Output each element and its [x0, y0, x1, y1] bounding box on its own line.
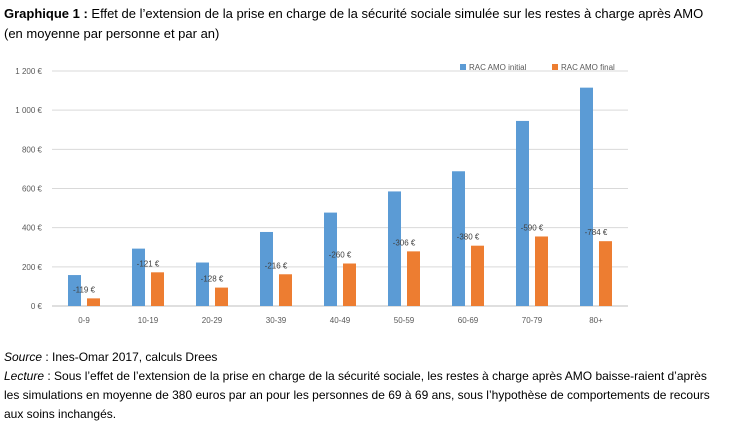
gridlines — [52, 70, 628, 307]
data-label: -216 € — [265, 261, 288, 270]
x-tick-label: 70-79 — [522, 316, 543, 325]
bar-rac-final — [599, 241, 612, 306]
bars — [68, 87, 612, 306]
bar-rac-initial — [132, 248, 145, 306]
legend-swatch-initial — [460, 64, 466, 70]
y-tick-label: 600 € — [22, 185, 43, 194]
data-label: -121 € — [137, 259, 160, 268]
data-labels: -119 € -121 € -128 € -216 € -260 € -306 € -380… — [73, 223, 608, 294]
data-label: -784 € — [585, 228, 608, 237]
source-text: : Ines-Omar 2017, calculs Drees — [42, 350, 218, 364]
bar-rac-final — [279, 274, 292, 306]
legend-label-initial: RAC AMO initial — [469, 63, 527, 72]
x-tick-label: 80+ — [589, 316, 603, 325]
bar-rac-initial — [260, 231, 273, 306]
y-tick-label: 1 000 € — [15, 106, 42, 115]
bar-chart: 0 € 200 € 400 € 600 € 800 € 1 000 € 1 200 € -1… — [15, 63, 628, 325]
chart-title: Graphique 1 : Effet de l’extension de la… — [4, 4, 724, 44]
source-line: Source : Ines-Omar 2017, calculs Drees — [4, 348, 724, 367]
x-tick-label: 0-9 — [78, 316, 90, 325]
x-tick-label: 20-29 — [202, 316, 223, 325]
bar-rac-final — [407, 251, 420, 306]
x-tick-label: 60-69 — [458, 316, 479, 325]
lecture-line: Lecture : Sous l’effet de l’extension de… — [4, 367, 724, 424]
data-label: -128 € — [201, 275, 224, 284]
chart-title-prefix: Graphique 1 : — [4, 6, 88, 21]
data-label: -590 € — [521, 223, 544, 232]
source-label: Source — [4, 350, 43, 364]
bar-rac-initial — [68, 275, 81, 306]
x-tick-label: 10-19 — [138, 316, 159, 325]
chart-title-text: Effet de l’extension de la prise en char… — [4, 6, 704, 41]
legend-swatch-final — [552, 64, 558, 70]
legend-label-final: RAC AMO final — [561, 63, 615, 72]
data-label: -119 € — [73, 285, 96, 294]
lecture-label: Lecture — [4, 369, 45, 383]
chart-footer: Source : Ines-Omar 2017, calculs Drees L… — [4, 348, 724, 424]
bar-rac-initial — [324, 212, 337, 306]
bar-rac-final — [535, 236, 548, 306]
x-tick-label: 40-49 — [330, 316, 351, 325]
bar-rac-initial — [196, 262, 209, 306]
data-label: -260 € — [329, 251, 352, 260]
bar-rac-final — [215, 287, 228, 306]
bar-rac-initial — [388, 191, 401, 306]
bar-rac-initial — [516, 120, 529, 306]
x-axis-ticks: 0-9 10-19 20-29 30-39 40-49 50-59 60-69 70-79 80… — [78, 316, 603, 325]
legend: RAC AMO initial RAC AMO final — [460, 63, 615, 72]
x-tick-label: 30-39 — [266, 316, 287, 325]
bar-rac-initial — [452, 171, 465, 306]
y-tick-label: 0 € — [31, 302, 43, 311]
data-label: -380 € — [457, 233, 480, 242]
lecture-text: : Sous l’effet de l’extension de la pris… — [4, 369, 710, 421]
data-label: -306 € — [393, 238, 416, 247]
bar-rac-final — [87, 298, 100, 306]
x-tick-label: 50-59 — [394, 316, 415, 325]
y-axis-ticks: 0 € 200 € 400 € 600 € 800 € 1 000 € 1 200 € — [15, 67, 42, 311]
y-tick-label: 1 200 € — [15, 67, 42, 76]
y-tick-label: 200 € — [22, 263, 43, 272]
bar-rac-initial — [580, 87, 593, 306]
y-tick-label: 800 € — [22, 145, 43, 154]
bar-rac-final — [471, 245, 484, 306]
y-tick-label: 400 € — [22, 224, 43, 233]
bar-rac-final — [151, 272, 164, 306]
bar-rac-final — [343, 263, 356, 306]
